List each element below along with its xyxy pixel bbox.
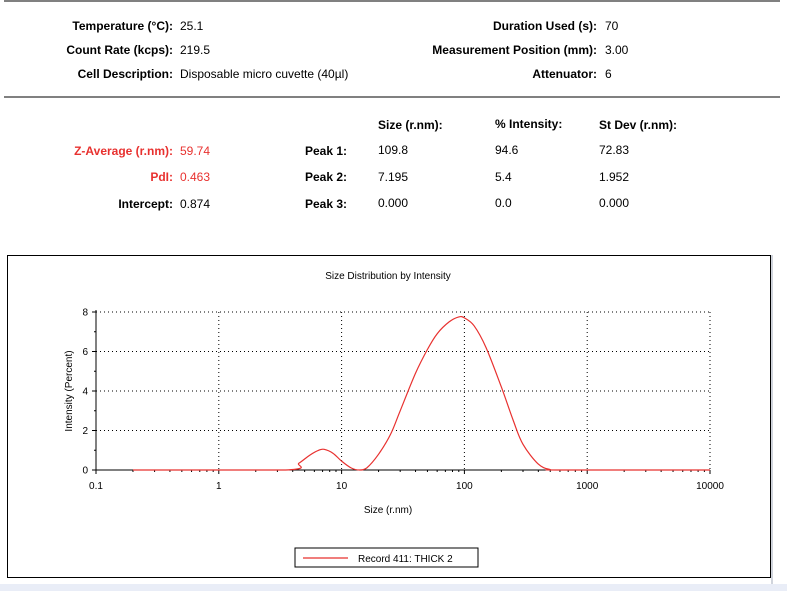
y-tick-label: 4 [82, 387, 88, 398]
z-average-label: Z-Average (r.nm): [74, 144, 173, 158]
pdi-value: 0.463 [180, 170, 211, 184]
x-tick-label: 1 [216, 481, 222, 492]
peak-1-intensity: 94.6 [495, 143, 519, 157]
chart-title: Size Distribution by Intensity [325, 271, 451, 282]
z-average-value: 59.74 [180, 144, 211, 158]
peak-1-label: Peak 1: [304, 144, 347, 158]
attenuator-value: 6 [605, 67, 612, 81]
peak-2-label: Peak 2: [304, 170, 347, 184]
x-tick-label: 1000 [576, 481, 599, 492]
x-tick-label: 10 [336, 481, 348, 492]
duration-value: 70 [605, 19, 619, 33]
stdev-header: St Dev (r.nm): [599, 118, 678, 132]
cell-description-label: Cell Description: [77, 67, 173, 81]
temperature-label: Temperature (°C): [72, 19, 173, 33]
count-rate-value: 219.5 [180, 43, 211, 57]
peak-1-size: 109.8 [378, 143, 409, 157]
mid-divider [4, 96, 780, 98]
x-tick-label: 100 [456, 481, 473, 492]
peak-3-size: 0.000 [378, 196, 409, 210]
pdi-label: PdI: [150, 170, 173, 184]
top-divider [4, 0, 780, 2]
intercept-value: 0.874 [180, 197, 211, 211]
y-tick-label: 8 [82, 308, 88, 319]
y-tick-label: 0 [82, 466, 88, 477]
cell-description-value: Disposable micro cuvette (40µl) [180, 67, 349, 81]
peak-2-size: 7.195 [378, 170, 409, 184]
attenuator-label: Attenuator: [532, 67, 597, 81]
series-line-record-411 [133, 315, 710, 471]
peak-2-intensity: 5.4 [495, 170, 512, 184]
legend-label: Record 411: THICK 2 [358, 554, 453, 565]
peak-1-stdev: 72.83 [599, 143, 630, 157]
size-header: Size (r.nm): [378, 118, 443, 132]
bottom-band [0, 584, 787, 591]
peak-3-intensity: 0.0 [495, 196, 512, 210]
x-tick-label: 10000 [696, 481, 724, 492]
temperature-value: 25.1 [180, 19, 204, 33]
intensity-header: % Intensity: [495, 117, 563, 131]
y-axis-label: Intensity (Percent) [64, 350, 75, 431]
position-value: 3.00 [605, 43, 629, 57]
duration-label: Duration Used (s): [492, 19, 597, 33]
size-distribution-chart: Size Distribution by Intensity 0 2 4 6 8 0.1 1 1… [7, 255, 771, 578]
peak-3-stdev: 0.000 [599, 196, 630, 210]
y-tick-label: 6 [82, 347, 88, 358]
x-tick-label: 0.1 [89, 481, 103, 492]
peak-3-label: Peak 3: [304, 197, 347, 211]
legend-box [294, 547, 479, 568]
peak-2-stdev: 1.952 [599, 170, 630, 184]
chart-shadow [771, 255, 773, 584]
chart-canvas: Size Distribution by Intensity 0 2 4 6 8 0.1 1 1… [64, 271, 724, 568]
y-tick-label: 2 [82, 426, 88, 437]
x-axis-label: Size (r.nm) [364, 505, 412, 516]
position-label: Measurement Position (mm): [432, 43, 597, 57]
count-rate-label: Count Rate (kcps): [66, 43, 173, 57]
intercept-label: Intercept: [118, 197, 173, 211]
